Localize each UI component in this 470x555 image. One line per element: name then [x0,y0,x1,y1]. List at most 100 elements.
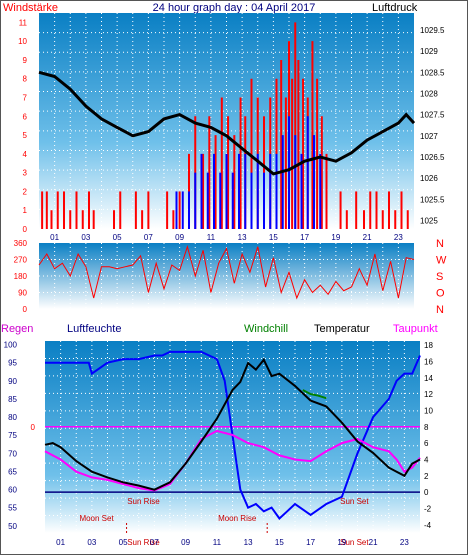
humidity-tick-label: 70 [8,449,17,458]
wind-tick-label: 8 [23,75,28,84]
pressure-line [38,70,416,176]
x-tick-label: 03 [87,538,96,547]
temperature-tick-label: 8 [424,423,429,432]
compass-letter: O [436,288,445,300]
x-tick-label: 17 [300,233,309,242]
temperature-right-ticks: 18 16 14 12 10 8 6 4 2 0 -2 -4 [424,341,433,530]
x-tick-label: 07 [150,538,159,547]
x-tick-label: 05 [113,233,122,242]
wind-tick-label: 7 [23,94,28,103]
legend-luftfeuchte: Luftfeuchte [67,323,121,335]
temperature-tick-label: 16 [424,357,433,366]
x-tick-label: 19 [337,538,346,547]
wind-x-ticks: 01 03 05 07 09 11 13 15 17 19 21 23 [50,233,403,242]
temperature-line [44,357,421,491]
humidity-tick-label: 50 [8,522,17,531]
annotation-label: Sun Set [340,538,369,547]
legend-taupunkt: Taupunkt [393,323,438,335]
pressure-tick-label: 1029.5 [420,26,445,35]
wind-left-ticks: 0 1 2 3 4 5 6 7 8 9 10 11 [18,18,27,234]
x-tick-label: 07 [144,233,153,242]
direction-tick-label: 270 [14,256,28,265]
temperature-tick-label: 6 [424,439,429,448]
windchill-line [302,389,327,400]
compass-letter: W [436,255,447,267]
right-axis-title: Luftdruck [372,2,418,14]
x-tick-label: 11 [207,233,216,242]
humidity-tick-label: 55 [8,504,17,513]
x-tick-label: 15 [275,538,284,547]
wind-tick-label: 9 [23,56,28,65]
annotation-label: Sun Rise [127,538,160,547]
pressure-right-ticks: 1029.5 1029 1028.5 1028 1027.5 1027 1026.5 1026… [420,26,445,226]
humidity-tick-label: 85 [8,395,17,404]
x-tick-label: 09 [181,538,190,547]
temperature-tick-label: -4 [424,521,432,530]
wind-tick-label: 10 [18,37,27,46]
humidity-tick-label: 100 [4,341,18,350]
temperature-tick-label: 12 [424,390,433,399]
pressure-tick-label: 1028 [420,89,438,98]
pressure-tick-label: 1026.5 [420,153,445,162]
pressure-tick-label: 1027.5 [420,111,445,120]
temperature-tick-label: 14 [424,374,433,383]
pressure-tick-label: 1025 [420,217,438,226]
x-tick-label: 13 [238,233,247,242]
temperature-tick-label: 2 [424,472,429,481]
temperature-tick-label: 4 [424,455,429,464]
wind-tick-label: 2 [23,187,28,196]
humidity-left-ticks: 100 95 90 85 80 75 70 65 60 55 50 [4,341,18,531]
pressure-tick-label: 1029 [420,47,438,56]
wind-tick-label: 6 [23,112,28,121]
direction-left-ticks: 0 90 180 270 360 [14,239,28,314]
humidity-tick-label: 90 [8,377,17,386]
annotation-label: Sun Rise [127,497,160,506]
humidity-tick-label: 75 [8,431,17,440]
x-tick-label: 05 [119,538,128,547]
x-tick-label: 11 [213,538,222,547]
compass-letter: N [436,238,444,250]
pressure-tick-label: 1026 [420,174,438,183]
legend-regen: Regen [1,323,33,335]
x-tick-label: 17 [306,538,315,547]
annotation-label: Moon Set [79,514,114,523]
wind-tick-label: 5 [23,131,28,140]
x-tick-label: 23 [400,538,409,547]
compass-letter: S [436,271,443,283]
pressure-tick-label: 1025.5 [420,195,445,204]
left-axis-title: Windstärke [3,2,58,14]
legend-windchill: Windchill [244,323,288,335]
wind-tick-label: 11 [19,18,28,27]
reference-label: 0 [31,423,36,432]
wind-mean-bars [175,116,322,229]
x-tick-label: 21 [363,233,372,242]
compass-letter: N [436,304,444,316]
x-tick-label: 09 [175,233,184,242]
humidity-temp-grid [45,341,420,533]
x-tick-label: 03 [81,233,90,242]
x-tick-label: 15 [269,233,278,242]
pressure-tick-label: 1027 [420,132,438,141]
x-tick-label: 21 [369,538,378,547]
direction-tick-label: 180 [14,272,28,281]
x-tick-label: 01 [56,538,65,547]
legend-temperatur: Temperatur [314,323,370,335]
humidity-x-ticks: 01 03 05 07 09 11 13 15 17 19 21 23 [56,538,409,547]
pressure-tick-label: 1028.5 [420,68,445,77]
dewpoint-line [44,429,421,492]
humidity-tick-label: 60 [8,486,17,495]
humidity-tick-label: 80 [8,413,17,422]
x-tick-label: 01 [50,233,59,242]
x-tick-label: 19 [331,233,340,242]
humidity-tick-label: 65 [8,467,17,476]
wind-tick-label: 3 [23,169,28,178]
wind-tick-label: 0 [23,225,28,234]
direction-tick-label: 360 [14,239,28,248]
wind-tick-label: 1 [23,206,28,215]
temperature-tick-label: -2 [424,504,432,513]
sun-moon-annotations: Sun Rise Sun Set Moon Set Moon Rise Sun Rise… [79,497,369,547]
wind-tick-label: 4 [23,150,28,159]
x-tick-label: 13 [244,538,253,547]
